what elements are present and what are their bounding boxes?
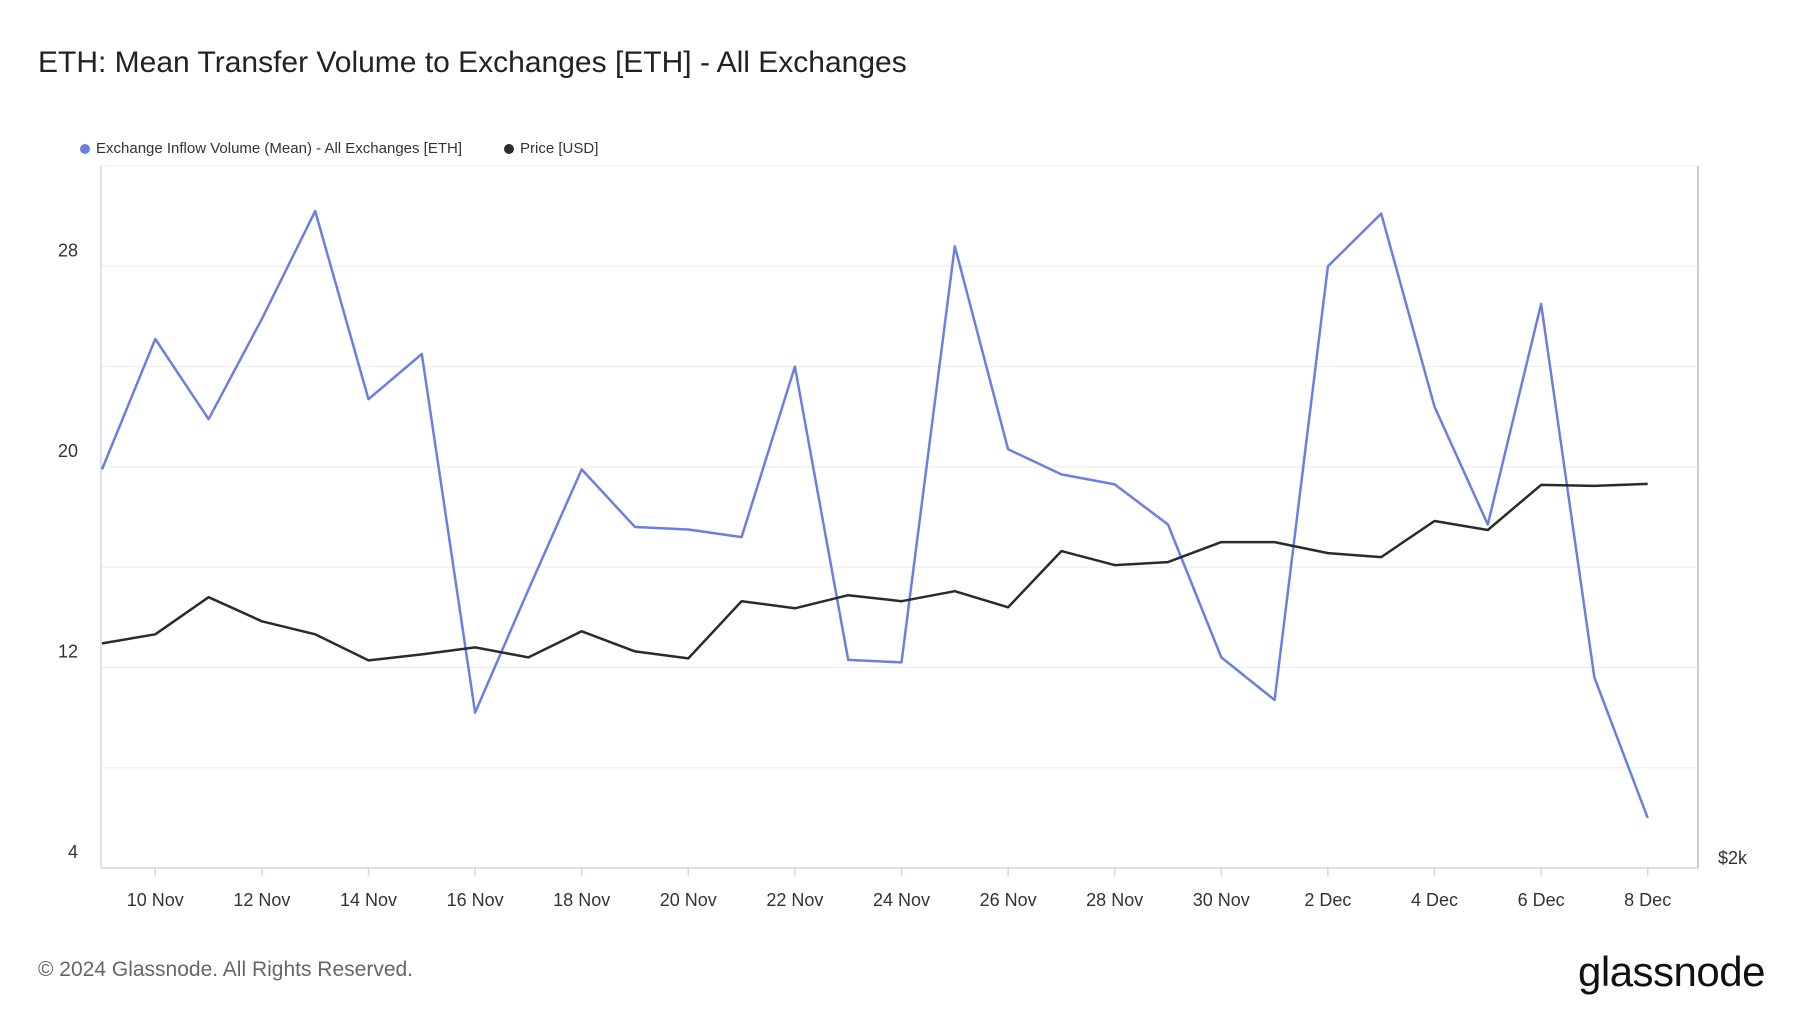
- inflow-series-line: [100, 209, 1649, 819]
- x-tick-label: 6 Dec: [1518, 890, 1565, 910]
- axis-layer: [100, 165, 1699, 876]
- brand-logo: glassnode: [1578, 948, 1765, 995]
- x-tick-label: 16 Nov: [447, 890, 504, 910]
- legend-label-inflow: Exchange Inflow Volume (Mean) - All Exch…: [96, 140, 463, 157]
- legend-item-inflow[interactable]: Exchange Inflow Volume (Mean) - All Exch…: [80, 140, 462, 157]
- x-tick-label: 2 Dec: [1304, 890, 1351, 910]
- y-tick-label: 20: [58, 441, 78, 461]
- legend-item-price[interactable]: Price [USD]: [504, 140, 598, 157]
- grid-layer: [101, 265, 1698, 769]
- y-tick-label: 4: [68, 842, 78, 862]
- x-tick-label: 12 Nov: [233, 890, 290, 910]
- x-tick-label: 20 Nov: [660, 890, 717, 910]
- x-tick-label: 18 Nov: [553, 890, 610, 910]
- price-series-line: [101, 482, 1648, 662]
- legend-dot-inflow: [80, 143, 90, 154]
- y-tick-label: 12: [58, 641, 78, 661]
- x-tick-label: 22 Nov: [766, 890, 823, 910]
- y-tick-label: 28: [58, 240, 78, 260]
- x-tick-label: 28 Nov: [1086, 890, 1143, 910]
- label-layer: 4 12 20 28 $2k 10 Nov 12 Nov 14 Nov 16 Nov 18 Nov…: [58, 240, 1748, 910]
- chart-title: ETH: Mean Transfer Volume to Exchanges […: [38, 46, 907, 79]
- legend: Exchange Inflow Volume (Mean) - All Exch…: [80, 140, 598, 157]
- x-tick-label: 24 Nov: [873, 890, 930, 910]
- x-tick-label: 30 Nov: [1193, 890, 1250, 910]
- x-tick-label: 26 Nov: [980, 890, 1037, 910]
- y-right-tick-label: $2k: [1718, 848, 1748, 868]
- legend-dot-price: [504, 143, 515, 154]
- legend-label-price: Price [USD]: [520, 140, 599, 157]
- x-tick-label: 14 Nov: [340, 890, 397, 910]
- x-tick-label: 4 Dec: [1411, 890, 1458, 910]
- x-tick-label: 10 Nov: [127, 890, 184, 910]
- x-tick-label: 8 Dec: [1624, 890, 1671, 910]
- copyright-footer: © 2024 Glassnode. All Rights Reserved.: [38, 958, 414, 981]
- series-layer: [100, 209, 1649, 819]
